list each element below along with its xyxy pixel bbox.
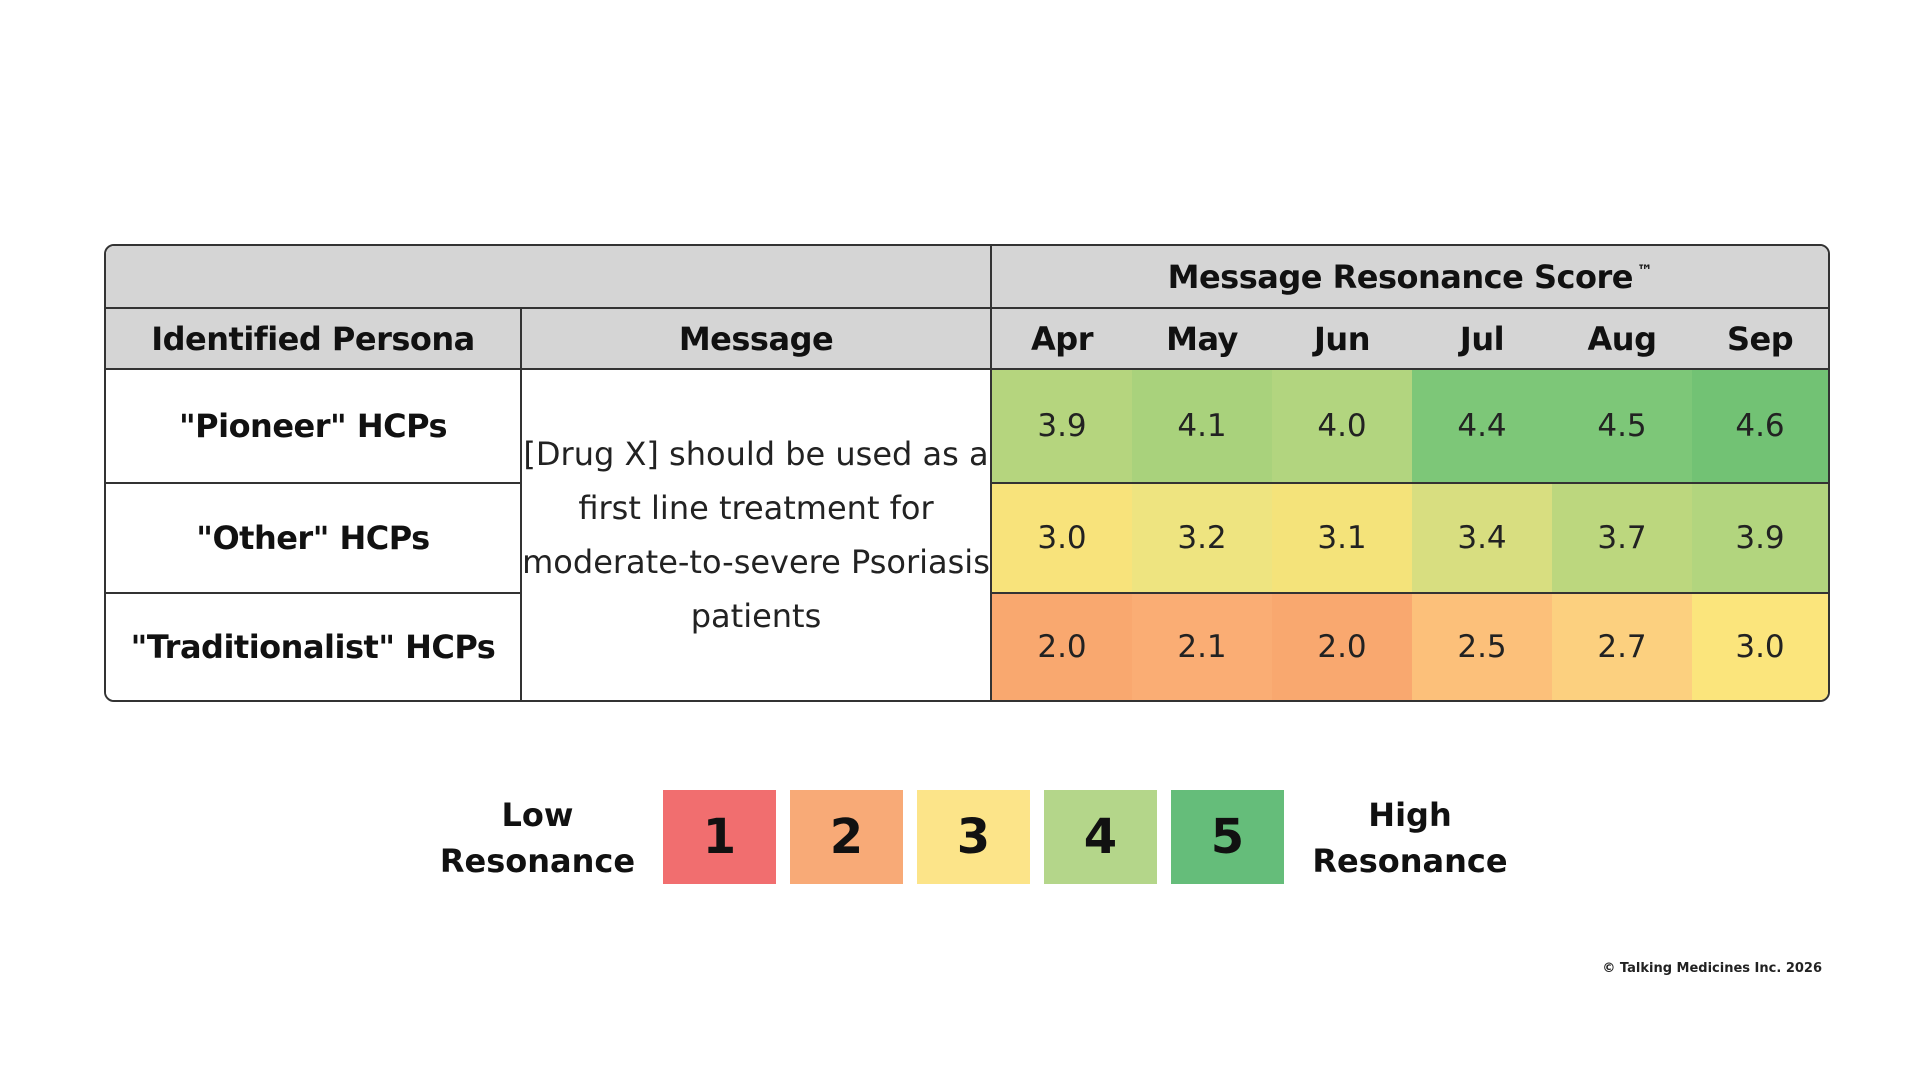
legend-low-label: Low Resonance — [430, 790, 645, 886]
month-header: May — [1132, 309, 1272, 370]
score-cell: 3.0 — [1692, 594, 1829, 700]
legend-high-label: High Resonance — [1300, 790, 1520, 886]
score-cell: 2.7 — [1552, 594, 1692, 700]
legend-swatch-3: 3 — [917, 790, 1030, 884]
score-cell: 3.9 — [1692, 484, 1829, 594]
persona-label: "Other" HCPs — [106, 484, 522, 594]
month-header: Aug — [1552, 309, 1692, 370]
legend-swatch-1: 1 — [663, 790, 776, 884]
resonance-heatmap-table: Message Resonance Score ™ Identified Pers… — [104, 244, 1831, 702]
score-cell: 4.4 — [1412, 370, 1552, 484]
score-cell: 3.0 — [992, 484, 1132, 594]
persona-column-header: Identified Persona — [106, 309, 522, 370]
persona-label: "Traditionalist" HCPs — [106, 594, 522, 700]
month-header: Jun — [1272, 309, 1412, 370]
message-text: [Drug X] should be used as a first line … — [522, 370, 992, 700]
score-cell: 4.6 — [1692, 370, 1829, 484]
score-cell: 4.1 — [1132, 370, 1272, 484]
score-cell: 3.2 — [1132, 484, 1272, 594]
group-title: Message Resonance Score — [1167, 257, 1634, 296]
legend-swatch-5: 5 — [1171, 790, 1284, 884]
legend-low-line2: Resonance — [439, 842, 636, 880]
score-cell: 2.0 — [1272, 594, 1412, 700]
trademark-symbol: ™ — [1636, 260, 1653, 280]
score-cell: 4.5 — [1552, 370, 1692, 484]
month-header: Jul — [1412, 309, 1552, 370]
legend-high-line2: Resonance — [1312, 842, 1508, 880]
message-column-header: Message — [522, 309, 992, 370]
score-cell: 3.9 — [992, 370, 1132, 484]
score-cell: 3.7 — [1552, 484, 1692, 594]
legend-swatch-4: 4 — [1044, 790, 1157, 884]
group-title-cell: Message Resonance Score ™ — [992, 246, 1829, 309]
score-cell: 2.1 — [1132, 594, 1272, 700]
header-blank-cell — [106, 246, 992, 309]
legend-high-line1: High — [1368, 796, 1452, 834]
legend-swatch-2: 2 — [790, 790, 903, 884]
copyright-notice: © Talking Medicines Inc. 2026 — [1602, 961, 1822, 976]
legend-low-line1: Low — [501, 796, 574, 834]
score-cell: 3.4 — [1412, 484, 1552, 594]
score-cell: 3.1 — [1272, 484, 1412, 594]
score-cell: 4.0 — [1272, 370, 1412, 484]
month-header: Sep — [1692, 309, 1829, 370]
month-header: Apr — [992, 309, 1132, 370]
score-cell: 2.5 — [1412, 594, 1552, 700]
score-cell: 2.0 — [992, 594, 1132, 700]
persona-label: "Pioneer" HCPs — [106, 370, 522, 484]
